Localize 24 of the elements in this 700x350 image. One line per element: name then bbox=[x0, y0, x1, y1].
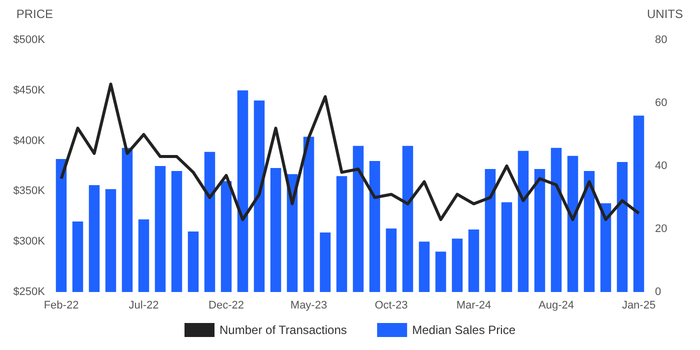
x-tick-label: Dec-22 bbox=[208, 300, 244, 312]
legend-label: Median Sales Price bbox=[412, 323, 516, 337]
y-tick-label: $400K bbox=[13, 134, 46, 147]
y-axis-title: PRICE bbox=[16, 7, 53, 21]
x-tick-label: Oct-23 bbox=[374, 300, 408, 312]
y-tick-label: $500K bbox=[13, 34, 46, 46]
x-tick-label: Jul-22 bbox=[128, 300, 159, 312]
legend-label: Number of Transactions bbox=[220, 323, 347, 337]
y2-tick-label: 40 bbox=[655, 160, 668, 172]
x-tick-label: Mar-24 bbox=[456, 300, 492, 312]
y2-tick-label: 80 bbox=[655, 34, 668, 46]
x-tick-label: Feb-22 bbox=[44, 300, 79, 312]
x-tick-label: May-23 bbox=[290, 300, 328, 312]
y2-axis-title: UNITS bbox=[647, 7, 683, 21]
x-tick-label: Jan-25 bbox=[622, 300, 656, 312]
y2-tick-label: 20 bbox=[655, 223, 668, 235]
y-tick-label: $250K bbox=[13, 286, 46, 298]
line-series bbox=[60, 82, 640, 222]
y-tick-label: $450K bbox=[13, 84, 46, 96]
x-tick-label: Aug-24 bbox=[538, 300, 574, 312]
y2-tick-label: 0 bbox=[655, 286, 662, 298]
y2-tick-label: 60 bbox=[655, 97, 668, 109]
y-tick-label: $300K bbox=[13, 236, 46, 248]
y-tick-label: $350K bbox=[13, 185, 46, 198]
